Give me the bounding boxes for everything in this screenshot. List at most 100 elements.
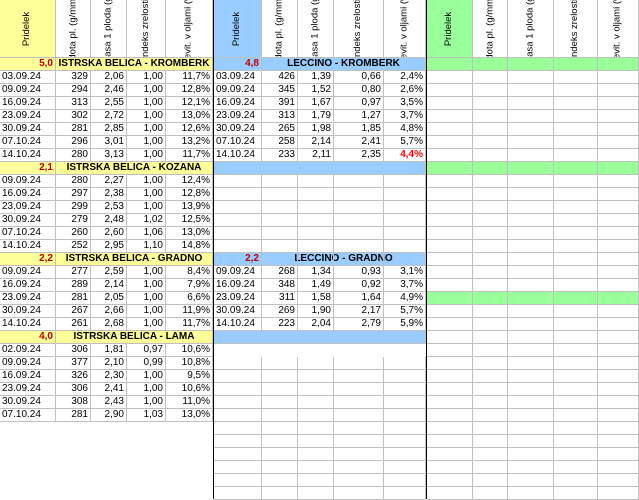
right-empty-cell[interactable] — [214, 461, 262, 474]
green-cell[interactable] — [598, 84, 639, 97]
right-cell[interactable]: 1,64 — [334, 292, 384, 305]
header-indeks-1[interactable]: indeks zrelosti — [334, 0, 384, 58]
right-cell[interactable]: 5,7% — [384, 305, 426, 318]
green-cell[interactable] — [554, 227, 598, 240]
green-cell[interactable] — [508, 149, 554, 162]
left-cell[interactable]: 1,00 — [127, 84, 166, 97]
right-empty-cell[interactable] — [334, 214, 384, 227]
green-cell[interactable] — [554, 370, 598, 383]
left-cell[interactable]: 30.09.24 — [0, 305, 56, 318]
green-cell[interactable] — [427, 266, 473, 279]
green-cell[interactable] — [427, 110, 473, 123]
right-empty-cell[interactable] — [384, 214, 426, 227]
green-cell[interactable] — [598, 240, 639, 253]
green-cell[interactable] — [598, 474, 639, 487]
left-cell[interactable]: 2,66 — [91, 305, 127, 318]
right-empty-cell[interactable] — [298, 214, 334, 227]
green-cell[interactable] — [508, 175, 554, 188]
right-cell[interactable]: 2,35 — [334, 149, 384, 162]
left-cell[interactable]: 1,00 — [127, 110, 166, 123]
right-empty-cell[interactable] — [262, 448, 298, 461]
right-empty-cell[interactable] — [384, 435, 426, 448]
header-indeks-2[interactable]: indeks zrelosti — [554, 0, 598, 58]
right-empty-cell[interactable] — [262, 188, 298, 201]
green-cell[interactable] — [427, 448, 473, 461]
right-empty-cell[interactable] — [214, 370, 262, 383]
green-cell[interactable] — [427, 383, 473, 396]
green-cell[interactable] — [427, 474, 473, 487]
green-cell[interactable] — [554, 383, 598, 396]
green-cell[interactable] — [554, 136, 598, 149]
left-cell[interactable]: 1,00 — [127, 318, 166, 331]
green-cell[interactable] — [598, 305, 639, 318]
right-empty-cell[interactable] — [262, 240, 298, 253]
right-section-code[interactable]: 4,8 — [214, 58, 262, 71]
left-cell[interactable]: 3,01 — [91, 136, 127, 149]
right-empty-cell[interactable] — [384, 253, 426, 266]
green-cell[interactable] — [554, 292, 598, 305]
left-cell[interactable]: 1,00 — [127, 97, 166, 110]
left-cell[interactable]: 294 — [56, 84, 91, 97]
green-cell[interactable] — [508, 461, 554, 474]
green-cell[interactable] — [508, 487, 554, 500]
right-empty-cell[interactable] — [384, 240, 426, 253]
green-cell[interactable] — [473, 487, 508, 500]
green-cell[interactable] — [554, 396, 598, 409]
green-cell[interactable] — [508, 474, 554, 487]
header-trdota-1[interactable]: trdota pl. (g/mm²) — [262, 0, 298, 58]
left-cell[interactable]: 13,0% — [166, 227, 213, 240]
right-empty-cell[interactable] — [262, 383, 298, 396]
left-cell[interactable]: 12,5% — [166, 214, 213, 227]
right-cell[interactable]: 3,1% — [384, 266, 426, 279]
left-cell[interactable]: 30.09.24 — [0, 214, 56, 227]
right-empty-cell[interactable] — [214, 422, 262, 435]
left-section-title[interactable]: ISTRSKA BELICA - GRADNO — [56, 253, 213, 266]
left-cell[interactable]: 30.09.24 — [0, 396, 56, 409]
green-cell[interactable] — [508, 435, 554, 448]
left-cell[interactable]: 1,00 — [127, 383, 166, 396]
green-cell[interactable] — [473, 162, 508, 175]
header-masa-2[interactable]: masa 1 ploda (g) — [508, 0, 554, 58]
right-empty-cell[interactable] — [334, 409, 384, 422]
right-empty-cell[interactable] — [214, 474, 262, 487]
green-cell[interactable] — [473, 97, 508, 110]
green-cell[interactable] — [598, 110, 639, 123]
right-cell[interactable]: 3,5% — [384, 97, 426, 110]
right-cell[interactable]: 5,9% — [384, 318, 426, 331]
right-empty-cell[interactable] — [262, 214, 298, 227]
green-cell[interactable] — [508, 240, 554, 253]
green-cell[interactable] — [554, 266, 598, 279]
left-section-code[interactable]: 5,0 — [0, 58, 56, 71]
green-cell[interactable] — [598, 214, 639, 227]
right-cell[interactable]: 2,17 — [334, 305, 384, 318]
header-masa-0[interactable]: masa 1 ploda (g) — [91, 0, 127, 58]
right-empty-cell[interactable] — [334, 474, 384, 487]
left-cell[interactable]: 2,38 — [91, 188, 127, 201]
left-cell[interactable]: 1,00 — [127, 292, 166, 305]
right-empty-cell[interactable] — [384, 370, 426, 383]
left-cell[interactable]: 2,59 — [91, 266, 127, 279]
left-cell[interactable]: 23.09.24 — [0, 110, 56, 123]
green-cell[interactable] — [508, 344, 554, 357]
green-cell[interactable] — [427, 396, 473, 409]
right-empty-cell[interactable] — [298, 201, 334, 214]
left-cell[interactable]: 11,9% — [166, 305, 213, 318]
green-cell[interactable] — [598, 461, 639, 474]
left-cell[interactable]: 6,6% — [166, 292, 213, 305]
header-masa-1[interactable]: masa 1 ploda (g) — [298, 0, 334, 58]
left-cell[interactable]: 1,00 — [127, 305, 166, 318]
green-cell[interactable] — [427, 461, 473, 474]
green-cell[interactable] — [554, 305, 598, 318]
right-cell[interactable]: 0,80 — [334, 84, 384, 97]
left-section-title[interactable]: ISTRSKA BELICA - KOZANA — [56, 162, 213, 175]
green-cell[interactable] — [508, 110, 554, 123]
right-empty-cell[interactable] — [334, 487, 384, 500]
left-cell[interactable]: 2,85 — [91, 123, 127, 136]
green-cell[interactable] — [473, 71, 508, 84]
green-cell[interactable] — [598, 292, 639, 305]
green-cell[interactable] — [508, 71, 554, 84]
left-cell[interactable]: 2,14 — [91, 279, 127, 292]
right-cell[interactable]: 3,7% — [384, 279, 426, 292]
right-cell[interactable]: 233 — [262, 149, 298, 162]
right-empty-cell[interactable] — [298, 227, 334, 240]
